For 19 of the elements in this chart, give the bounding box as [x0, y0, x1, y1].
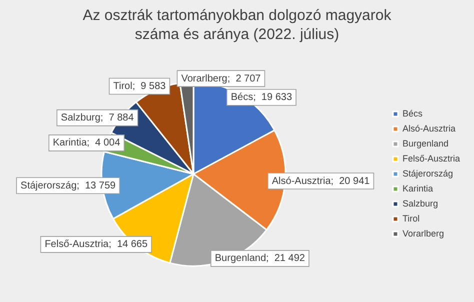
legend-label: Burgenland	[402, 138, 449, 148]
legend-label: Stájerország	[402, 168, 454, 178]
legend-label: Felső-Ausztria	[402, 153, 460, 164]
legend-label: Tirol	[402, 213, 420, 224]
chart-title: Az osztrák tartományokban dolgozó magyarok száma és aránya (2022. július)	[82, 6, 392, 45]
legend-label: Karintia	[402, 183, 433, 194]
data-label: Burgenland; 21 492	[214, 253, 306, 264]
data-label: Felső-Ausztria; 14 665	[44, 239, 148, 250]
data-label: Karintia; 4 004	[52, 138, 121, 149]
data-label: Vorarlberg; 2 707	[181, 73, 262, 84]
legend-label: Salzburg	[402, 198, 438, 208]
data-label: Stájerország; 13 759	[20, 180, 116, 192]
legend-label: Alsó-Ausztria	[402, 123, 456, 134]
data-label: Salzburg; 7 884	[60, 112, 134, 124]
legend-label: Vorarlberg	[402, 228, 444, 238]
data-label: Bécs; 19 633	[230, 92, 292, 104]
data-label: Tirol; 9 583	[113, 81, 166, 92]
legend-label: Bécs	[402, 108, 423, 118]
data-label: Alsó-Ausztria; 20 941	[272, 176, 370, 187]
